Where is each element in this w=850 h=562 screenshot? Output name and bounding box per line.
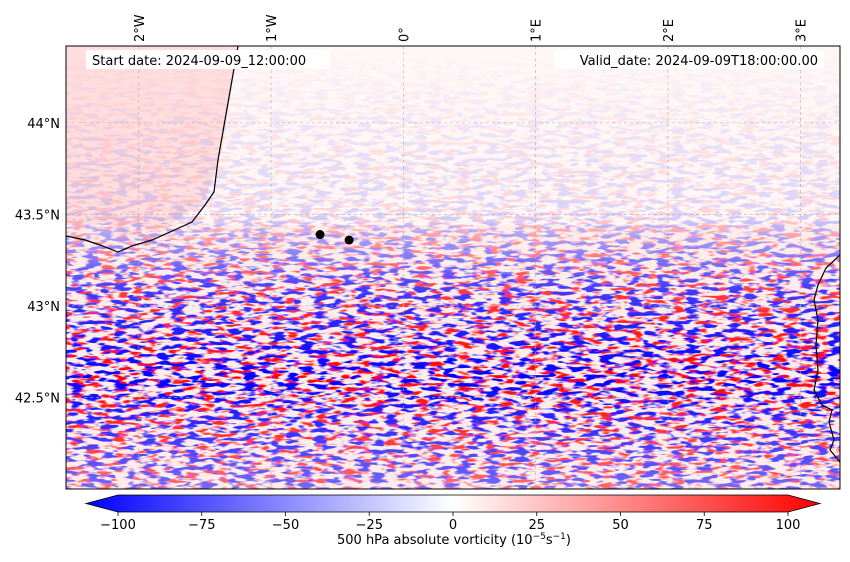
- point-2-marker: [344, 235, 354, 245]
- valid-date-label: Valid_date: 2024-09-09T18:00:00.00: [580, 54, 818, 69]
- colorbar-label: 500 hPa absolute vorticity (10−5s−1): [337, 532, 571, 548]
- colorbar-tick-label-8: 100: [776, 518, 801, 533]
- coastline-atlantic: [66, 46, 239, 253]
- colorbar-tick-label-7: 75: [696, 518, 713, 533]
- lat-label-1: 43.5°N: [15, 208, 60, 223]
- start-date-box: [86, 50, 330, 69]
- coastlines: [66, 46, 840, 463]
- colorbar-tick-label-4: 0: [449, 518, 457, 533]
- colorbar-tick-label-1: −75: [188, 518, 215, 533]
- lon-label-3: 1°E: [530, 19, 545, 42]
- vorticity-map: Start date: 2024-09-09_12:00:00 Valid_da…: [15, 14, 841, 490]
- lat-label-2: 43°N: [27, 300, 60, 315]
- location-markers: [315, 230, 354, 245]
- lon-label-1: 1°W: [265, 14, 280, 42]
- lat-label-3: 42.5°N: [15, 391, 60, 406]
- colorbar-tick-label-0: −100: [100, 518, 136, 533]
- coastline-mediterranean: [813, 254, 840, 463]
- map-field: [66, 46, 840, 489]
- lat-label-0: 44°N: [27, 117, 60, 132]
- colorbar-tick-label-2: −50: [272, 518, 299, 533]
- longitude-labels: 2°W 1°W 0° 1°E 2°E 3°E: [133, 14, 810, 42]
- latitude-labels: 44°N 43.5°N 43°N 42.5°N: [15, 117, 60, 407]
- colorbar-body: [84, 494, 822, 513]
- valid-date-box: [554, 50, 824, 69]
- colorbar-label-prefix: 500 hPa absolute vorticity (10: [337, 533, 533, 548]
- colorbar-label-exp1: −5: [533, 532, 546, 542]
- colorbar-tick-label-6: 50: [612, 518, 629, 533]
- start-date-label: Start date: 2024-09-09_12:00:00: [92, 54, 306, 69]
- colorbar-label-exp2: −1: [553, 532, 566, 542]
- gridlines: [66, 46, 840, 489]
- lon-label-0: 2°W: [133, 14, 148, 42]
- lon-label-5: 3°E: [794, 19, 809, 42]
- colorbar-tick-label-3: −25: [356, 518, 383, 533]
- lon-label-4: 2°E: [662, 19, 677, 42]
- vorticity-field: [66, 46, 840, 489]
- lon-label-2: 0°: [397, 27, 412, 42]
- colorbar-label-mid: s: [546, 533, 553, 548]
- point-1-marker: [315, 230, 325, 240]
- colorbar-ticks: −100 −75 −50 −25 0 25 50 75 100: [100, 512, 800, 533]
- colorbar-label-suffix: ): [566, 533, 571, 548]
- colorbar: −100 −75 −50 −25 0 25 50 75 100 500 hPa absolute…: [84, 494, 822, 548]
- colorbar-tick-label-5: 25: [528, 518, 545, 533]
- map-frame: [65, 45, 841, 490]
